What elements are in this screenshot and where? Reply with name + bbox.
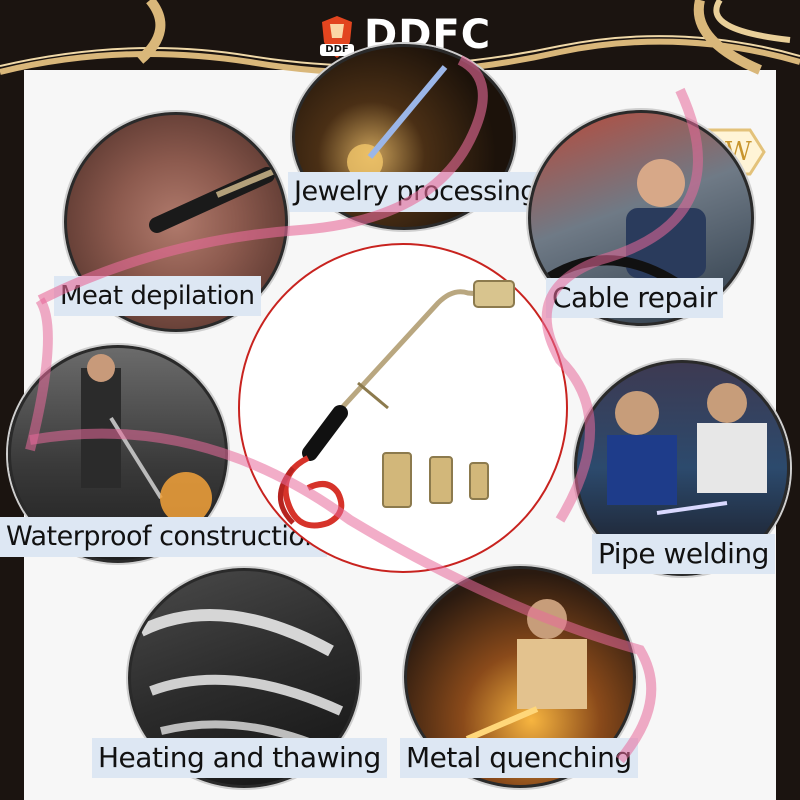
- logo-text: DDF: [325, 44, 349, 55]
- torch-product-icon: [278, 280, 515, 529]
- top-gold-ribbon: [0, 0, 800, 76]
- frame-right: [776, 0, 800, 800]
- label-cable-repair: Cable repair: [546, 278, 723, 318]
- label-metal-quenching: Metal quenching: [400, 738, 638, 778]
- ddf-shield-logo-icon: [320, 16, 354, 58]
- label-pipe-welding: Pipe welding: [592, 534, 775, 574]
- label-heating-thawing: Heating and thawing: [92, 738, 387, 778]
- label-jewelry-processing: Jewelry processing: [288, 172, 543, 212]
- frame-left: [0, 0, 24, 800]
- label-meat-depilation: Meat depilation: [54, 276, 261, 316]
